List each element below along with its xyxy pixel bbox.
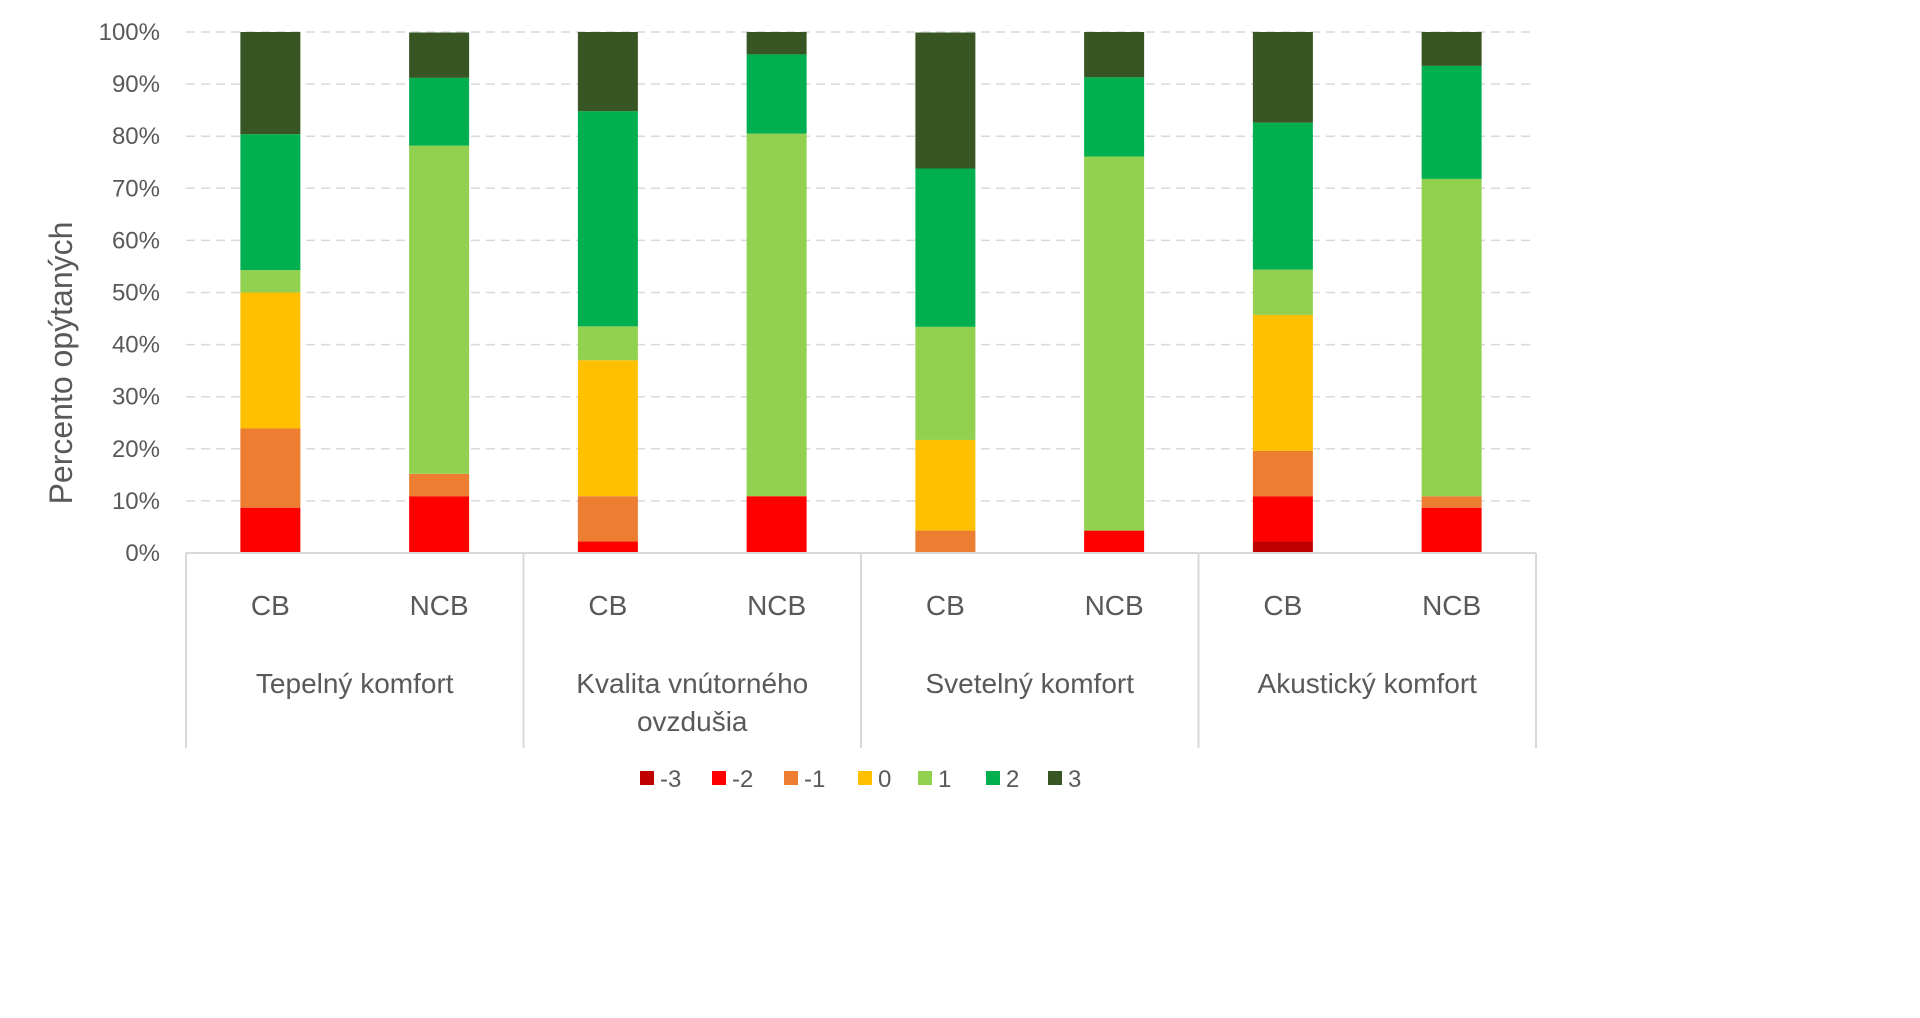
legend-swatch	[784, 771, 798, 785]
bar-segment-2-series-3	[409, 473, 470, 497]
bar-segment-7-series-4	[1252, 314, 1313, 451]
bar-segment-8-series-2	[1421, 507, 1482, 553]
bar-segment-7-series-2	[1252, 496, 1313, 542]
legend-label: -1	[804, 766, 825, 793]
bar-segment-2-series-7	[409, 32, 470, 78]
legend-label: 1	[938, 766, 951, 793]
legend-swatch	[640, 771, 654, 785]
group-label: Akustický komfort	[1258, 668, 1478, 699]
legend-label: -3	[660, 766, 681, 793]
bar-segment-2-series-2	[409, 496, 470, 553]
legend-label: -2	[732, 766, 753, 793]
y-tick-label: 100%	[99, 19, 160, 46]
bar-segment-3-series-2	[577, 541, 638, 553]
bar-segment-2-series-6	[409, 77, 470, 146]
group-label: Svetelný komfort	[925, 668, 1134, 699]
bar-segment-7-series-3	[1252, 450, 1313, 497]
category-label: NCB	[410, 590, 469, 621]
y-tick-label: 20%	[112, 436, 160, 463]
legend-swatch	[712, 771, 726, 785]
legend-swatch	[918, 771, 932, 785]
legend-swatch	[858, 771, 872, 785]
bar-segment-6-series-7	[1084, 32, 1145, 78]
y-tick-label: 10%	[112, 488, 160, 515]
bar-segment-7-series-6	[1252, 122, 1313, 270]
y-axis-title: Percento opýtaných	[43, 222, 79, 505]
bar-segment-1-series-5	[240, 270, 301, 293]
y-tick-label: 60%	[112, 227, 160, 254]
bar-segment-7-series-7	[1252, 32, 1313, 123]
bar-segment-1-series-6	[240, 134, 301, 271]
category-label: NCB	[1422, 590, 1481, 621]
group-label: ovzdušia	[637, 706, 748, 737]
bar-segment-1-series-4	[240, 292, 301, 429]
bar-segment-5-series-5	[915, 326, 976, 440]
legend: -3 -2 -1 0 1 2 3	[640, 766, 1081, 793]
y-tick-label: 30%	[112, 384, 160, 411]
legend-swatch	[1048, 771, 1062, 785]
legend-label: 0	[878, 766, 891, 793]
bar-segment-3-series-6	[577, 111, 638, 327]
bars	[240, 32, 1482, 553]
bar-segment-5-series-4	[915, 439, 976, 531]
bar-segment-2-series-5	[409, 145, 470, 474]
bar-segment-8-series-7	[1421, 32, 1482, 66]
bar-segment-8-series-6	[1421, 65, 1482, 179]
bar-segment-6-series-5	[1084, 156, 1145, 531]
bar-segment-1-series-3	[240, 428, 301, 508]
gridlines	[186, 31, 1536, 502]
bar-segment-3-series-5	[577, 326, 638, 361]
bar-segment-1-series-2	[240, 507, 301, 553]
bar-segment-5-series-7	[915, 32, 976, 169]
bar-segment-6-series-6	[1084, 77, 1145, 157]
x-axis	[185, 552, 1537, 748]
y-tick-label: 90%	[112, 71, 160, 98]
y-tick-label: 40%	[112, 332, 160, 359]
x-axis-category-labels: CB NCB CB NCB CB NCB CB NCB	[251, 590, 1481, 621]
legend-label: 3	[1068, 766, 1081, 793]
bar-segment-3-series-4	[577, 360, 638, 497]
bar-segment-4-series-5	[746, 133, 807, 497]
category-label: CB	[926, 590, 965, 621]
bar-segment-8-series-3	[1421, 496, 1482, 508]
y-tick-label: 50%	[112, 280, 160, 307]
legend-label: 2	[1006, 766, 1019, 793]
bar-segment-4-series-7	[746, 32, 807, 55]
bar-segment-5-series-6	[915, 168, 976, 327]
bar-segment-7-series-5	[1252, 269, 1313, 315]
x-axis-group-labels: Tepelný komfort Kvalita vnútorného ovzduši…	[256, 668, 1477, 737]
y-tick-label: 70%	[112, 175, 160, 202]
bar-segment-8-series-5	[1421, 178, 1482, 497]
group-label: Tepelný komfort	[256, 668, 454, 699]
category-label: CB	[251, 590, 290, 621]
legend-swatch	[986, 771, 1000, 785]
y-axis-tick-labels: 0% 10% 20% 30% 40% 50% 60% 70% 80% 90% 100%	[99, 19, 160, 567]
category-label: CB	[588, 590, 627, 621]
bar-segment-4-series-6	[746, 54, 807, 134]
bar-segment-7-series-1	[1252, 541, 1313, 553]
y-tick-label: 0%	[125, 540, 160, 567]
category-label: NCB	[747, 590, 806, 621]
category-label: NCB	[1085, 590, 1144, 621]
bar-segment-5-series-3	[915, 530, 976, 553]
bar-segment-6-series-2	[1084, 530, 1145, 553]
group-label: Kvalita vnútorného	[576, 668, 808, 699]
bar-segment-1-series-7	[240, 32, 301, 135]
bar-segment-3-series-7	[577, 32, 638, 112]
y-tick-label: 80%	[112, 123, 160, 150]
bar-segment-4-series-2	[746, 496, 807, 553]
category-label: CB	[1263, 590, 1302, 621]
bar-segment-3-series-3	[577, 496, 638, 542]
